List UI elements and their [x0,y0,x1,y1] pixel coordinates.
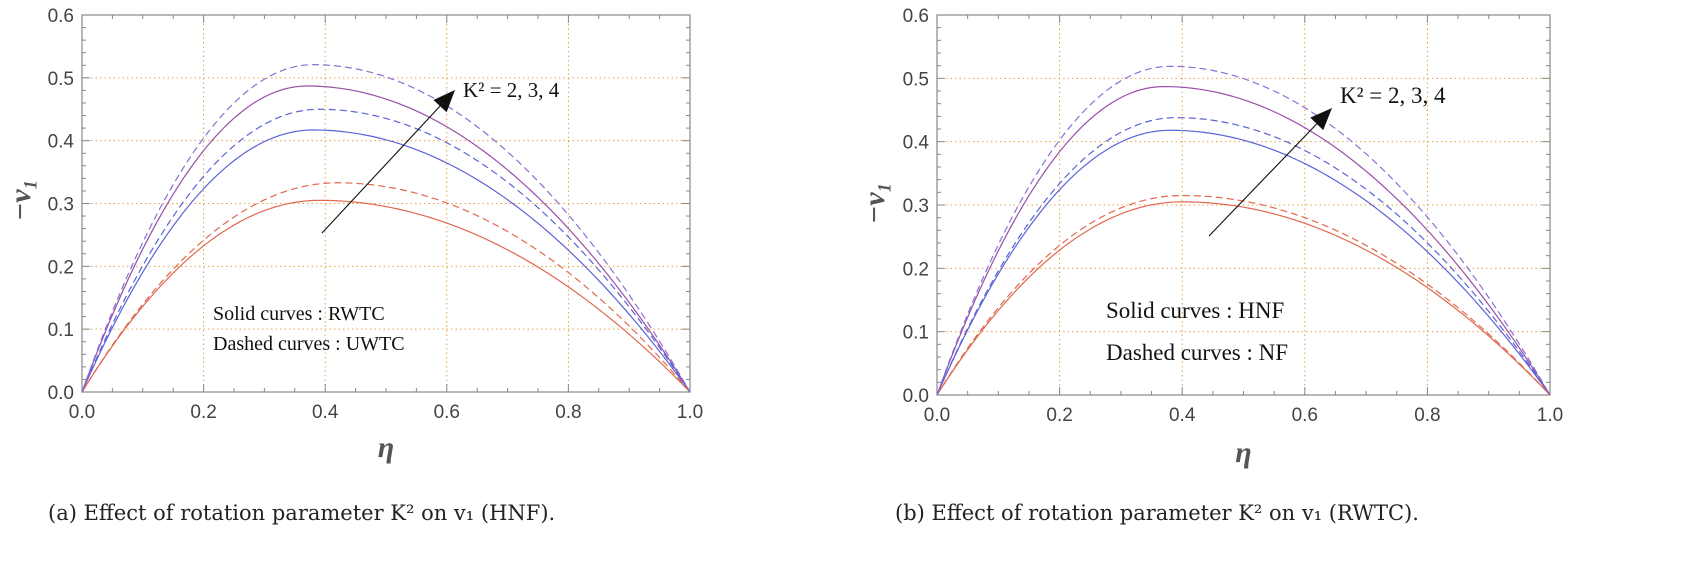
x-tick-label: 0.4 [1169,405,1196,426]
series-line [936,129,1551,396]
series-line [81,182,691,393]
y-tick-label: 0.0 [48,383,74,404]
series-line [81,64,691,393]
legend-text: Solid curves : RWTC [213,303,385,325]
legend-text: Solid curves : HNF [1106,298,1284,323]
figure-caption: (b) Effect of rotation parameter K² on v… [895,501,1419,525]
x-tick-label: 0.8 [1414,405,1440,426]
y-axis-label: −v₁ [4,179,37,221]
x-tick-label: 1.0 [1537,405,1563,426]
y-tick-label: 0.4 [48,132,75,153]
y-tick-label: 0.4 [903,133,930,154]
series-line [936,201,1551,396]
annotation-arrow-head [433,90,455,113]
x-tick-label: 0.2 [1046,405,1072,426]
y-tick-label: 0.6 [48,6,74,27]
x-tick-label: 0.6 [434,402,460,423]
legend-text: Dashed curves : UWTC [213,333,405,355]
y-tick-label: 0.1 [903,323,929,344]
x-axis-label: η [1235,436,1251,469]
y-tick-label: 0.5 [903,69,929,90]
annotation-arrow-head [1310,108,1332,131]
chart-a: 0.0 0.2 0.4 0.6 0.8 1.0 0.0 0.1 0.2 0.3 0.4 0.5 0.6 η… [4,6,703,525]
y-tick-label: 0.2 [903,259,929,280]
legend-text: Dashed curves : NF [1106,340,1288,365]
y-tick-label: 0.2 [48,257,74,278]
x-axis-label: η [378,431,394,464]
series-line [81,85,691,393]
series-line [936,194,1551,396]
y-tick-label: 0.6 [903,6,929,27]
x-tick-label: 1.0 [677,402,703,423]
figure-caption: (a) Effect of rotation parameter K² on v… [48,501,555,525]
x-tick-label: 0.0 [69,402,95,423]
x-tick-label: 0.0 [924,405,950,426]
y-tick-label: 0.3 [903,196,929,217]
series-line [936,65,1551,396]
annotation-label: K² = 2, 3, 4 [1340,83,1446,108]
annotation-arrow-line [321,105,441,234]
y-tick-label: 0.3 [48,195,74,216]
annotation-label: K² = 2, 3, 4 [463,78,560,102]
series-line [936,85,1551,396]
series-line [81,108,691,393]
y-tick-label: 0.0 [903,386,929,407]
y-axis-label: −v₁ [858,182,891,224]
y-tick-label: 0.5 [48,69,74,90]
x-tick-label: 0.4 [312,402,339,423]
x-tick-label: 0.2 [190,402,216,423]
series-line [936,116,1551,396]
x-tick-label: 0.8 [555,402,581,423]
y-tick-label: 0.1 [48,320,74,341]
x-tick-label: 0.6 [1292,405,1318,426]
series-line [81,129,691,393]
chart-b: 0.0 0.2 0.4 0.6 0.8 1.0 0.0 0.1 0.2 0.3 0.4 0.5 0.6 η… [858,6,1563,525]
series-line [81,199,691,393]
annotation-arrow-line [1208,123,1318,237]
